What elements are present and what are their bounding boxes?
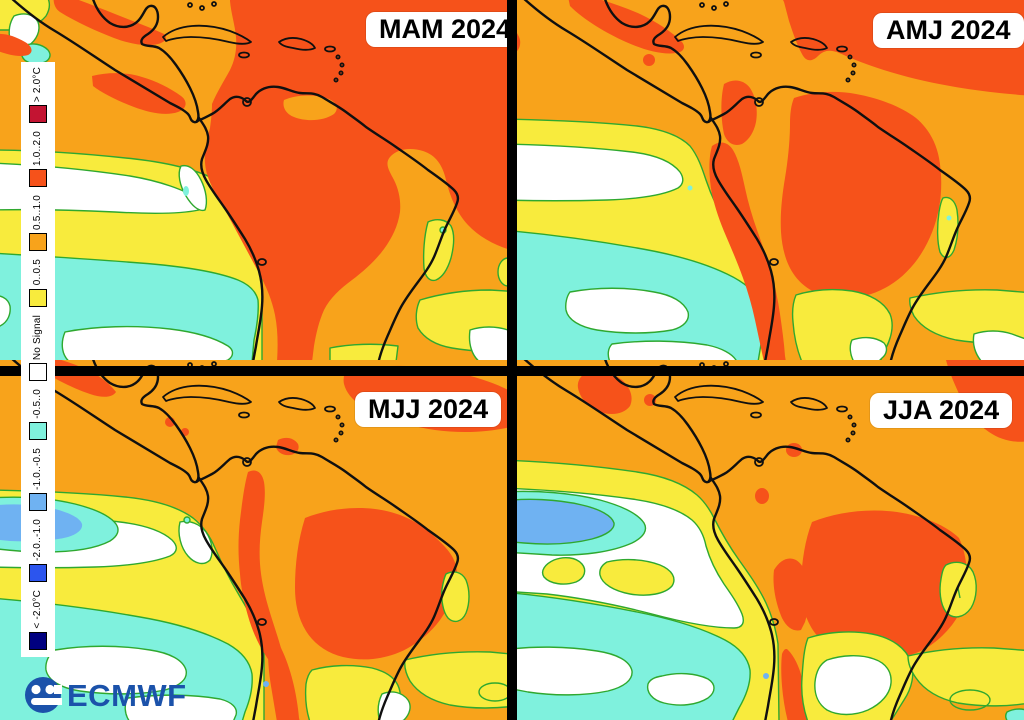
panel-title: JJA 2024 <box>870 393 1013 428</box>
legend-swatch <box>29 288 47 307</box>
legend-entry: > 2.0°C <box>29 67 47 124</box>
legend-label: 1.0..2.0 <box>32 131 43 167</box>
legend-swatch <box>29 631 47 650</box>
legend-label: > 2.0°C <box>32 67 43 103</box>
legend-label: 0..0.5 <box>32 259 43 286</box>
legend-label: -1.0..-0.5 <box>32 447 43 491</box>
legend-entry: 0.5..1.0 <box>29 195 47 252</box>
legend-entry: 0..0.5 <box>29 259 47 307</box>
legend-swatch <box>29 105 47 124</box>
legend-swatch <box>29 233 47 252</box>
panel-mam: MAM 2024 <box>0 0 512 360</box>
panel-amj: AMJ 2024 <box>512 0 1024 360</box>
legend-swatch <box>29 169 47 188</box>
legend-swatch <box>29 421 47 440</box>
map-amj <box>512 0 1024 360</box>
map-mam <box>0 0 512 360</box>
legend-label: -2.0..-1.0 <box>32 519 43 562</box>
legend-swatch <box>29 564 47 583</box>
map-jja <box>512 360 1024 720</box>
panel-title: MAM 2024 <box>366 12 512 47</box>
legend-swatch <box>29 362 47 381</box>
legend-entry: -1.0..-0.5 <box>29 447 47 512</box>
legend-entry: < -2.0°C <box>29 590 47 650</box>
legend-swatch <box>29 493 47 512</box>
ecmwf-logo-icon <box>25 677 62 713</box>
legend-entry: No Signal <box>29 315 47 381</box>
panel-mjj: MJJ 2024 <box>0 360 512 720</box>
panel-title: AMJ 2024 <box>873 13 1024 48</box>
legend: > 2.0°C 1.0..2.0 0.5..1.0 0..0.5 No Signal -0… <box>21 62 55 657</box>
panel-title: MJJ 2024 <box>355 392 502 427</box>
legend-label: No Signal <box>32 314 43 360</box>
legend-label: < -2.0°C <box>32 590 43 629</box>
legend-label: 0.5..1.0 <box>32 195 43 231</box>
legend-label: -0.5..0 <box>32 389 43 419</box>
panel-jja: JJA 2024 <box>512 360 1024 720</box>
ecmwf-logo-text: ECMWF <box>67 677 187 713</box>
ecmwf-logo: ECMWF <box>24 676 187 714</box>
grid-divider-vertical <box>507 0 517 720</box>
legend-entry: 1.0..2.0 <box>29 131 47 188</box>
legend-entry: -2.0..-1.0 <box>29 519 47 583</box>
legend-entry: -0.5..0 <box>29 389 47 440</box>
